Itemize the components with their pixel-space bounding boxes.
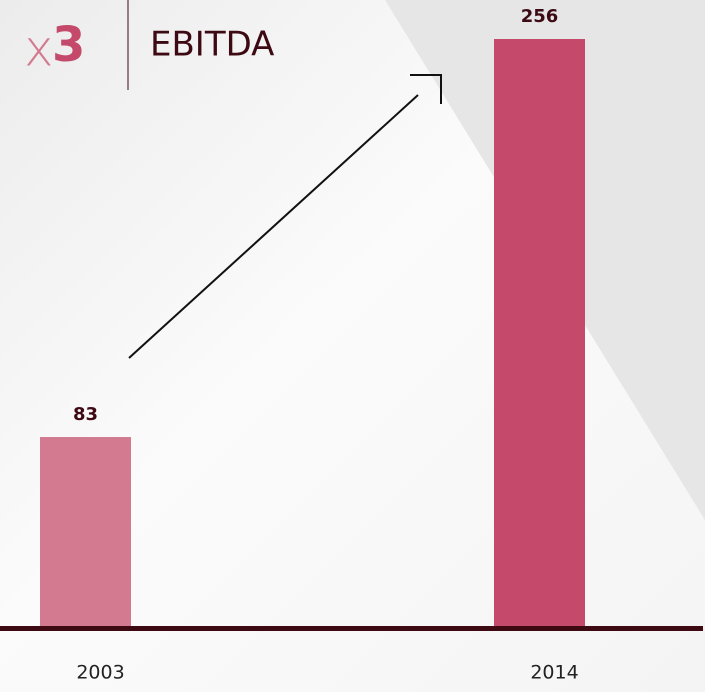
chart-title: EBITDA (150, 25, 274, 65)
multiplier-symbol: x (24, 20, 54, 78)
arrow-head (410, 74, 442, 104)
growth-arrow (128, 94, 419, 359)
data-label: 83 (73, 404, 98, 425)
baseline (0, 626, 703, 631)
bar (40, 437, 131, 628)
x-tick-label: 2003 (76, 662, 124, 684)
multiplier-factor: 3 (52, 17, 85, 73)
x-tick-label: 2014 (530, 662, 578, 684)
data-label: 256 (521, 6, 559, 27)
plot: 83 2003 256 2014 (40, 6, 585, 684)
bar (494, 39, 585, 628)
